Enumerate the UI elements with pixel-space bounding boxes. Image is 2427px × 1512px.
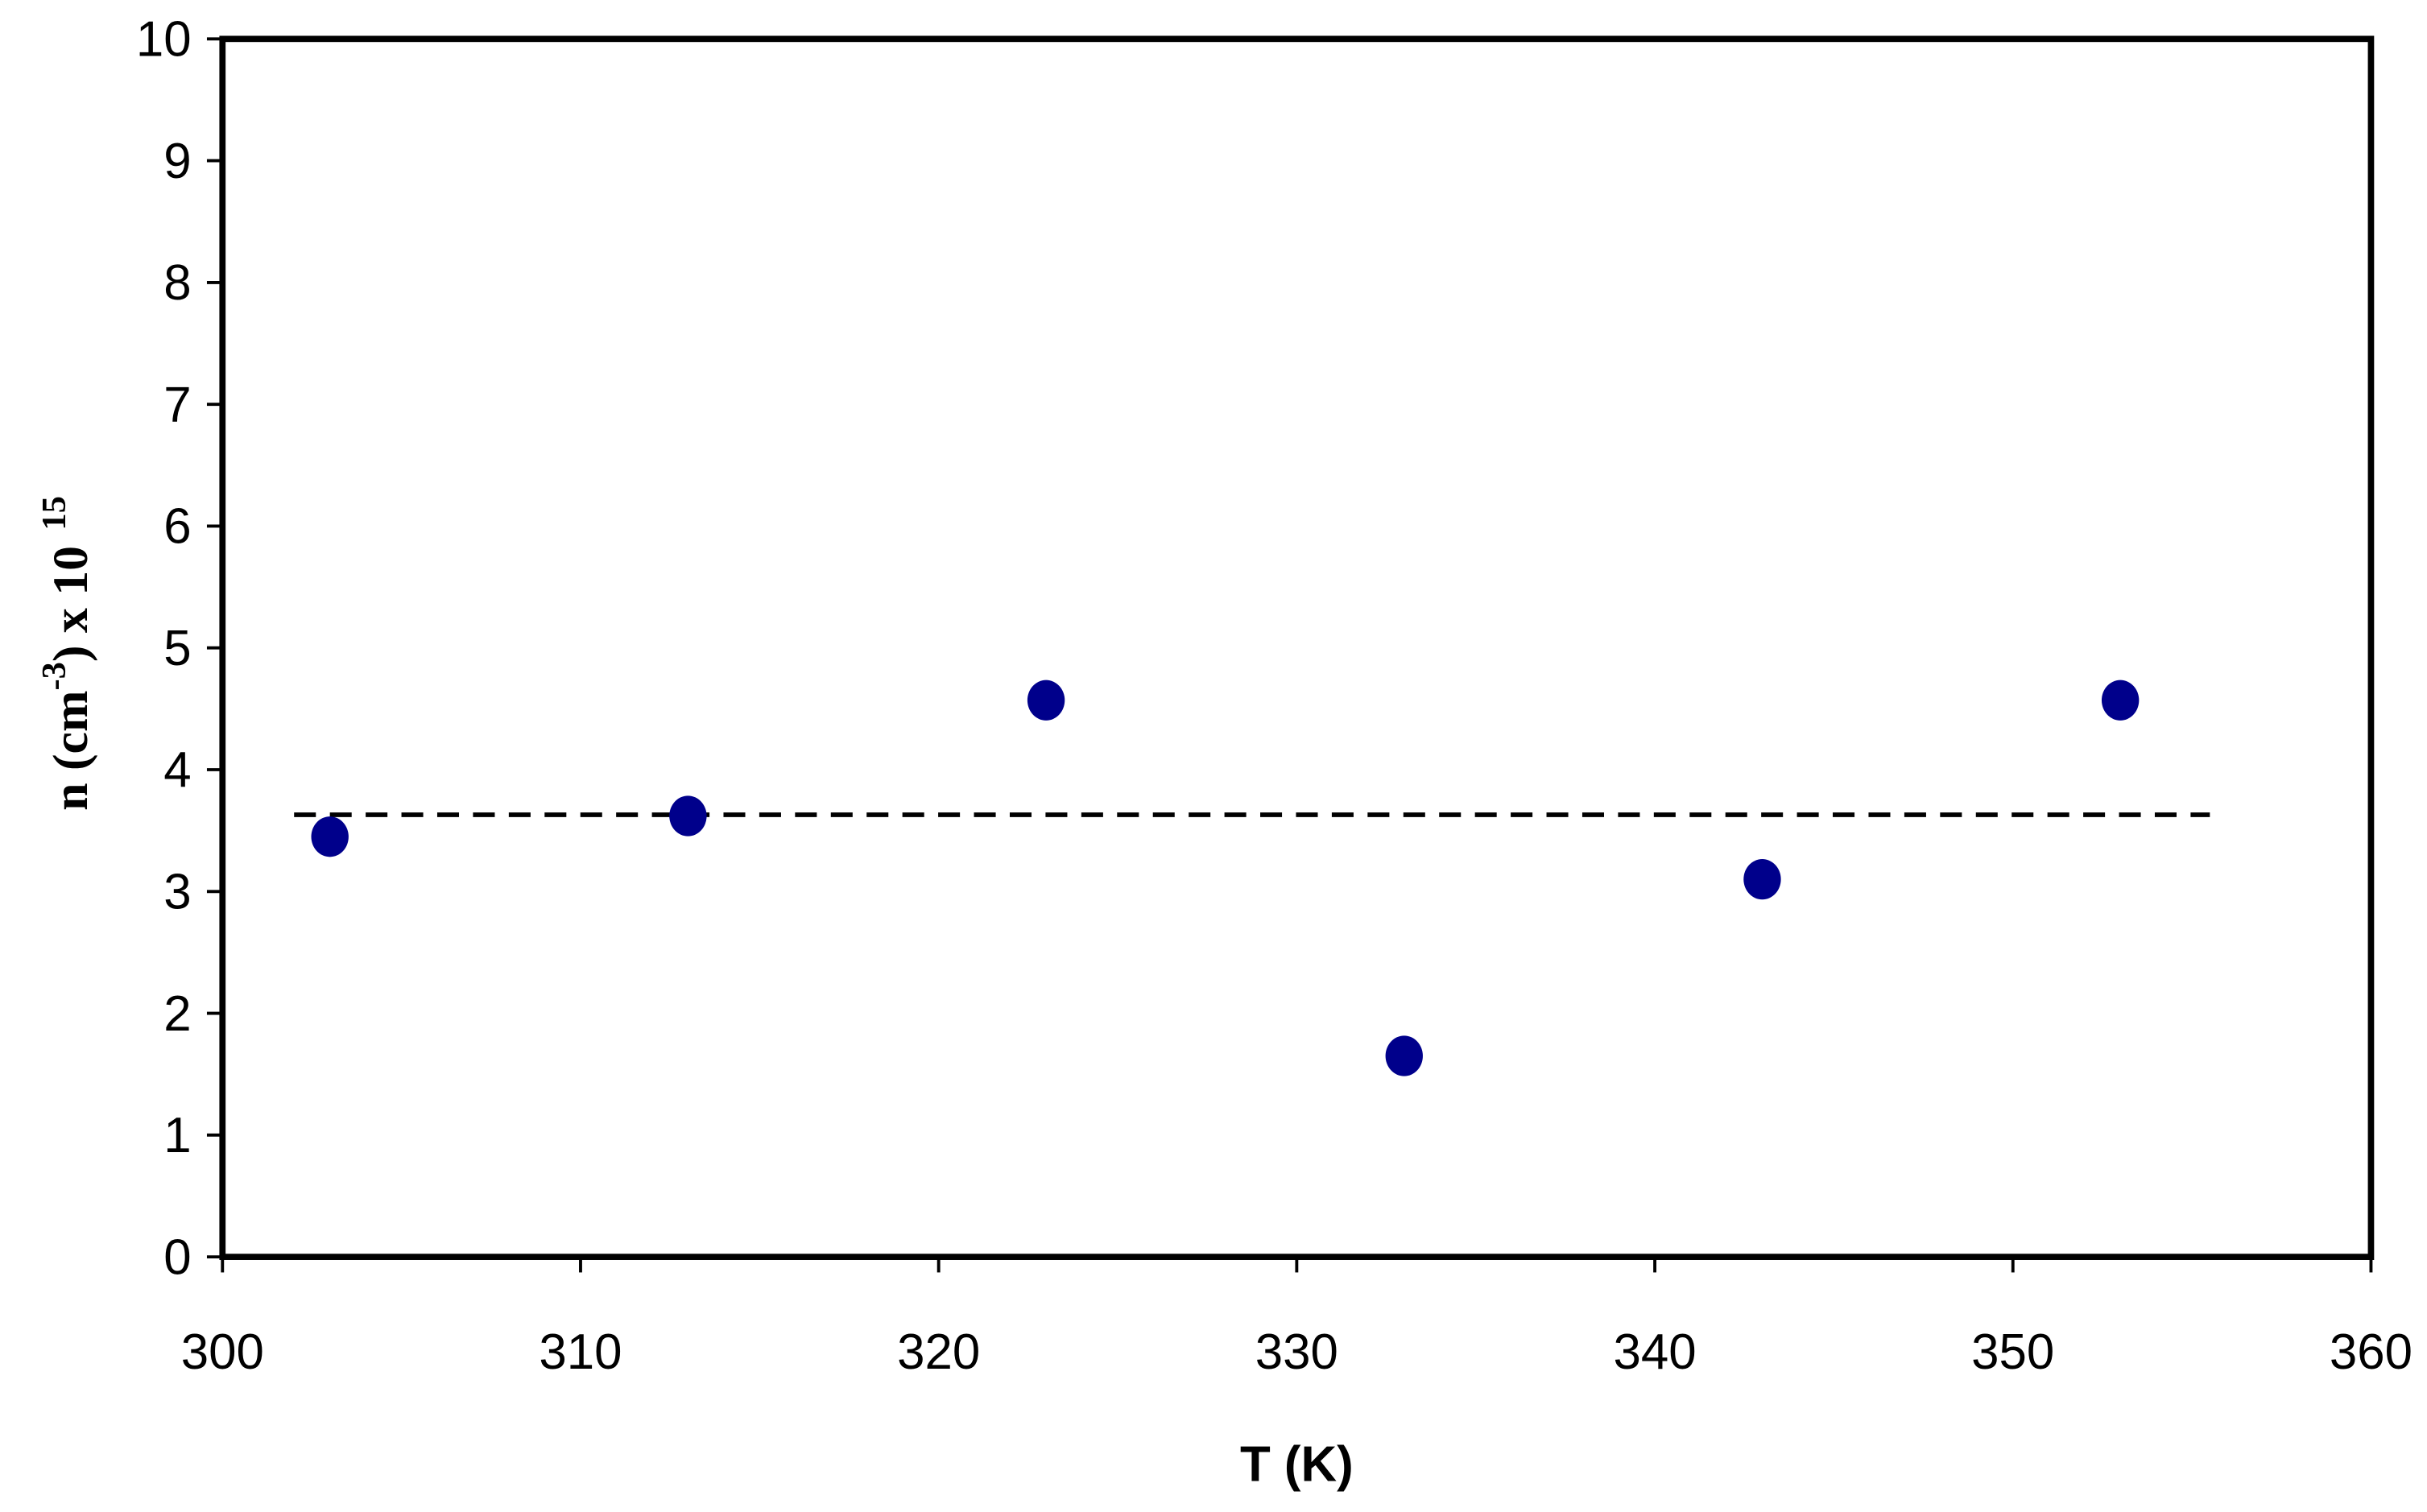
x-tick-label: 320 bbox=[897, 1324, 980, 1380]
y-axis-title-part: n (cm bbox=[43, 691, 98, 811]
y-tick-label: 10 bbox=[136, 12, 192, 68]
data-point bbox=[1743, 859, 1781, 900]
x-axis-title: T (K) bbox=[1240, 1436, 1354, 1492]
y-tick-label: 9 bbox=[163, 134, 191, 189]
y-tick-label: 1 bbox=[163, 1108, 191, 1163]
x-tick-label: 330 bbox=[1255, 1324, 1338, 1380]
y-tick-label: 6 bbox=[163, 499, 191, 555]
y-tick-label: 0 bbox=[163, 1229, 191, 1285]
x-tick-label: 340 bbox=[1613, 1324, 1696, 1380]
data-point bbox=[669, 795, 707, 837]
y-tick-label: 7 bbox=[163, 377, 191, 432]
y-tick-label: 8 bbox=[163, 255, 191, 311]
y-axis-title-part: ) x 10 bbox=[43, 546, 98, 662]
x-tick-label: 360 bbox=[2330, 1324, 2413, 1380]
y-axis-title-superscript: -3 bbox=[35, 662, 73, 690]
y-tick-label: 4 bbox=[163, 742, 191, 798]
x-tick-label: 350 bbox=[1971, 1324, 2054, 1380]
data-point bbox=[311, 816, 349, 857]
y-axis-title-superscript: 15 bbox=[35, 496, 73, 530]
plot-frame bbox=[219, 35, 2375, 1260]
y-axis-title: n (cm-3) x 10 15 bbox=[35, 496, 98, 811]
y-tick-label: 2 bbox=[163, 986, 191, 1042]
y-tick-label: 3 bbox=[163, 865, 191, 920]
y-tick-label: 5 bbox=[163, 621, 191, 676]
data-point bbox=[2101, 680, 2140, 721]
data-point bbox=[1027, 680, 1065, 721]
x-tick-label: 300 bbox=[181, 1324, 264, 1380]
data-point bbox=[1385, 1035, 1423, 1076]
x-tick-label: 310 bbox=[539, 1324, 622, 1380]
